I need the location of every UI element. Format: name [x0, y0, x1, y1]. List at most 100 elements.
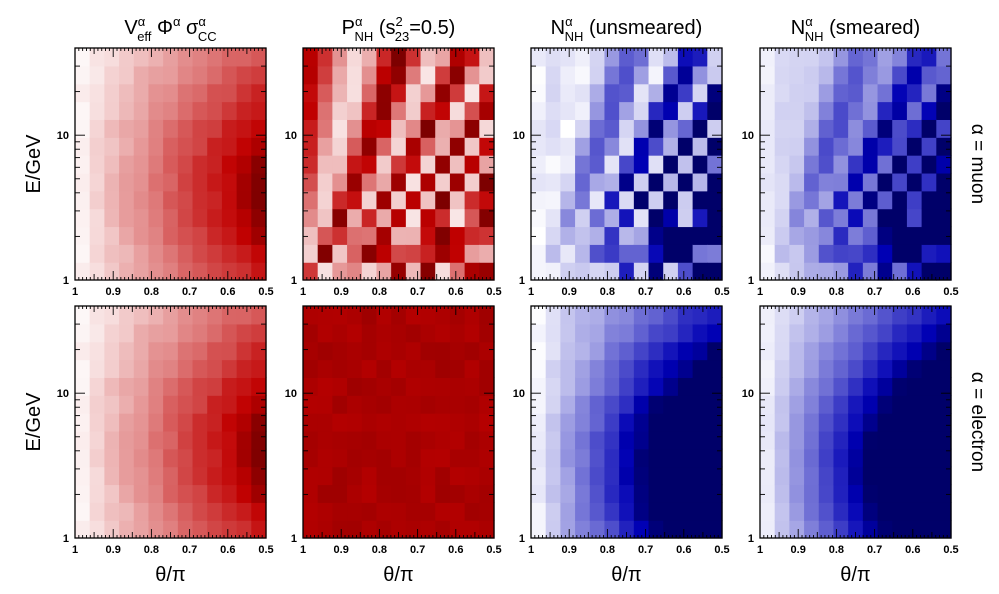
heatmap-cell — [347, 208, 363, 228]
heatmap-cell — [604, 101, 620, 120]
heatmap-cell — [862, 226, 879, 245]
heatmap-cell — [531, 137, 547, 156]
heatmap-cell — [104, 466, 120, 486]
heatmap-cell — [435, 190, 451, 210]
heatmap-cell — [236, 172, 252, 192]
heatmap-cell — [207, 65, 223, 85]
heatmap-cell — [391, 323, 407, 343]
heatmap-cell — [921, 395, 937, 414]
heatmap-cell — [833, 101, 849, 120]
heatmap-cell — [192, 190, 208, 210]
heatmap-cell — [589, 155, 606, 174]
heatmap-cell — [921, 155, 937, 174]
heatmap-cell — [789, 244, 805, 263]
heatmap-cell — [177, 430, 194, 450]
heatmap-cell — [449, 48, 466, 67]
heatmap-cell — [921, 359, 937, 378]
heatmap-cell — [236, 323, 252, 343]
heatmap-cell — [303, 323, 319, 343]
heatmap-cell — [420, 119, 436, 138]
heatmap-cell — [221, 413, 238, 432]
heatmap-cell — [936, 395, 952, 414]
heatmap-cell — [862, 155, 879, 174]
heatmap-cell — [221, 484, 238, 503]
heatmap-cell — [760, 448, 776, 468]
heatmap-cell — [317, 244, 333, 263]
heatmap-cell — [862, 190, 879, 210]
heatmap-cell — [921, 377, 937, 396]
heatmap-cell — [251, 306, 267, 325]
heatmap-cell — [575, 448, 591, 468]
heatmap-cell — [633, 101, 650, 120]
heatmap-cell — [760, 323, 776, 343]
heatmap-cell — [75, 341, 91, 361]
heatmap-cell — [818, 484, 835, 503]
heatmap-cell — [119, 101, 135, 120]
heatmap-cell — [435, 430, 451, 450]
heatmap-cell — [119, 306, 135, 325]
heatmap-cell — [774, 520, 790, 539]
x-tick-label: 0.9 — [106, 286, 121, 298]
heatmap-cell — [104, 323, 120, 343]
heatmap-cell — [677, 341, 694, 361]
heatmap-cell — [119, 430, 135, 450]
heatmap-cell — [317, 520, 333, 539]
y-tick-label: 10 — [513, 388, 525, 400]
heatmap-cell — [332, 484, 348, 503]
heatmap-cell — [347, 190, 363, 210]
x-tick-label: 0.7 — [638, 286, 653, 298]
x-tick-label: 1 — [528, 286, 534, 298]
heatmap-cell — [575, 520, 591, 539]
x-tick-label: 0.8 — [144, 544, 159, 556]
heatmap-cell — [317, 502, 333, 521]
heatmap-cell — [148, 190, 164, 210]
heatmap-cell — [89, 359, 105, 378]
heatmap-cell — [376, 226, 392, 245]
heatmap-cell — [104, 101, 120, 120]
heatmap-cell — [332, 395, 348, 414]
heatmap-cell — [303, 466, 319, 486]
heatmap-cell — [560, 119, 576, 138]
heatmap-cell — [177, 413, 194, 432]
heatmap-cell — [435, 377, 451, 396]
heatmap-cell — [479, 101, 495, 120]
heatmap-cell — [148, 502, 164, 521]
heatmap-cell — [435, 262, 451, 281]
heatmap-cell — [663, 448, 679, 468]
heatmap-cell — [479, 359, 495, 378]
heatmap-cell — [648, 172, 664, 192]
heatmap-cell — [774, 172, 790, 192]
heatmap-cell — [877, 226, 893, 245]
heatmap-cell — [575, 323, 591, 343]
x-tick-label: 0.6 — [905, 544, 920, 556]
heatmap-cell — [818, 323, 835, 343]
heatmap-cell — [148, 448, 164, 468]
heatmap-cell — [531, 306, 547, 325]
heatmap-cell — [892, 430, 908, 450]
heatmap-cell — [75, 430, 91, 450]
heatmap-cell — [707, 137, 723, 156]
heatmap-cell — [604, 137, 620, 156]
heatmap-cell — [332, 413, 348, 432]
heatmap-cell — [589, 208, 606, 228]
heatmap-cell — [405, 323, 422, 343]
heatmap-cell — [361, 395, 378, 414]
heatmap-cell — [862, 359, 879, 378]
heatmap-cell — [619, 306, 635, 325]
heatmap-cell — [833, 359, 849, 378]
heatmap-cell — [833, 466, 849, 486]
heatmap-cell — [663, 430, 679, 450]
heatmap-cell — [619, 83, 635, 103]
heatmap-cell — [317, 48, 333, 67]
heatmap-cell — [119, 208, 135, 228]
heatmap-cell — [347, 377, 363, 396]
heatmap-cell — [449, 244, 466, 263]
heatmap-cell — [405, 341, 422, 361]
heatmap-cell — [833, 137, 849, 156]
heatmap-cell — [449, 172, 466, 192]
heatmap-cell — [449, 466, 466, 486]
heatmap-cell — [575, 226, 591, 245]
heatmap-cell — [604, 377, 620, 396]
heatmap-cell — [207, 83, 223, 103]
heatmap-cell — [936, 484, 952, 503]
